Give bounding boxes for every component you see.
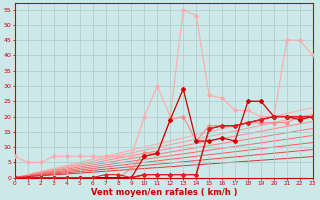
X-axis label: Vent moyen/en rafales ( km/h ): Vent moyen/en rafales ( km/h ): [91, 188, 237, 197]
